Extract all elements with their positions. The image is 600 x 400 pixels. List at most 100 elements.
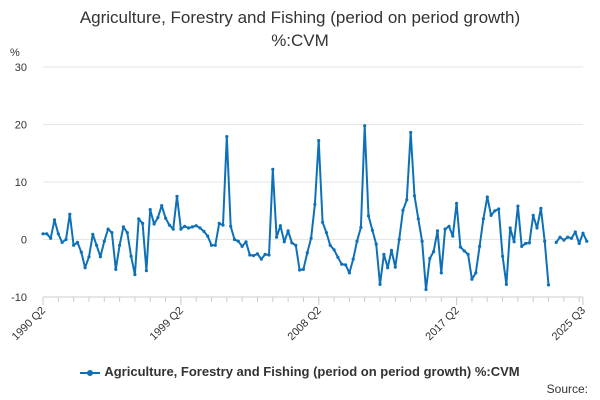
data-point-80[interactable]	[347, 271, 351, 275]
data-point-21[interactable]	[121, 225, 125, 229]
data-point-30[interactable]	[156, 216, 160, 220]
data-point-54[interactable]	[248, 253, 252, 257]
data-point-14[interactable]	[95, 243, 99, 247]
data-point-125[interactable]	[520, 244, 524, 248]
data-point-7[interactable]	[68, 212, 72, 216]
data-point-45[interactable]	[213, 243, 217, 247]
data-point-107[interactable]	[451, 234, 455, 238]
data-point-24[interactable]	[133, 273, 137, 277]
data-point-44[interactable]	[209, 243, 214, 247]
data-point-17[interactable]	[106, 227, 110, 231]
data-point-9[interactable]	[75, 240, 80, 244]
data-point-53[interactable]	[244, 240, 248, 244]
data-point-76[interactable]	[332, 248, 336, 252]
data-point-49[interactable]	[229, 224, 233, 228]
data-point-29[interactable]	[152, 222, 156, 226]
data-point-27[interactable]	[144, 269, 148, 273]
data-point-64[interactable]	[286, 229, 290, 233]
data-point-82[interactable]	[355, 239, 359, 243]
data-point-42[interactable]	[202, 229, 206, 233]
data-point-46[interactable]	[217, 221, 221, 225]
data-point-134[interactable]	[554, 240, 558, 244]
data-point-25[interactable]	[137, 217, 141, 221]
data-point-63[interactable]	[282, 240, 286, 244]
data-point-34[interactable]	[171, 227, 175, 231]
data-point-77[interactable]	[336, 255, 340, 259]
data-point-91[interactable]	[389, 248, 394, 252]
data-point-39[interactable]	[190, 225, 194, 229]
data-point-88[interactable]	[378, 282, 382, 286]
data-point-50[interactable]	[232, 237, 237, 242]
data-point-102[interactable]	[432, 250, 436, 254]
data-point-127[interactable]	[527, 241, 532, 245]
data-point-69[interactable]	[305, 251, 309, 255]
data-point-72[interactable]	[317, 139, 321, 143]
data-point-41[interactable]	[198, 226, 202, 230]
data-point-70[interactable]	[309, 236, 313, 240]
data-point-26[interactable]	[141, 221, 145, 225]
data-point-113[interactable]	[474, 271, 478, 275]
data-point-108[interactable]	[455, 201, 459, 205]
data-point-5[interactable]	[60, 240, 64, 244]
data-point-28[interactable]	[148, 208, 152, 212]
data-point-57[interactable]	[259, 257, 263, 261]
data-point-95[interactable]	[405, 198, 409, 202]
data-point-94[interactable]	[401, 208, 405, 212]
data-point-114[interactable]	[478, 244, 482, 248]
data-point-22[interactable]	[125, 231, 129, 235]
data-point-118[interactable]	[493, 209, 497, 213]
data-point-86[interactable]	[370, 228, 374, 232]
data-point-36[interactable]	[179, 227, 183, 231]
data-point-106[interactable]	[447, 224, 451, 228]
data-point-55[interactable]	[252, 254, 256, 258]
data-point-61[interactable]	[275, 235, 279, 239]
data-point-65[interactable]	[290, 241, 294, 245]
data-point-96[interactable]	[409, 130, 413, 135]
data-point-99[interactable]	[420, 239, 424, 243]
data-point-12[interactable]	[87, 255, 91, 259]
data-point-68[interactable]	[301, 267, 305, 271]
data-point-3[interactable]	[52, 218, 57, 222]
data-point-83[interactable]	[359, 225, 363, 229]
data-point-10[interactable]	[79, 250, 83, 254]
data-point-11[interactable]	[83, 266, 87, 270]
data-point-117[interactable]	[489, 213, 493, 217]
data-point-47[interactable]	[221, 223, 225, 227]
data-point-51[interactable]	[236, 239, 240, 243]
data-point-98[interactable]	[416, 217, 420, 221]
data-point-109[interactable]	[458, 245, 462, 249]
data-point-124[interactable]	[516, 204, 520, 208]
data-point-119[interactable]	[497, 207, 501, 211]
data-point-33[interactable]	[167, 223, 171, 227]
data-point-128[interactable]	[531, 213, 535, 217]
data-point-130[interactable]	[539, 206, 543, 210]
data-point-120[interactable]	[501, 254, 505, 258]
data-point-110[interactable]	[462, 249, 466, 253]
data-point-71[interactable]	[313, 202, 317, 206]
data-point-92[interactable]	[393, 265, 397, 269]
data-point-138[interactable]	[569, 236, 574, 240]
data-point-67[interactable]	[298, 268, 302, 272]
data-point-60[interactable]	[271, 167, 275, 171]
data-point-2[interactable]	[49, 236, 53, 240]
data-point-16[interactable]	[102, 239, 106, 243]
data-point-8[interactable]	[72, 243, 76, 247]
data-point-15[interactable]	[98, 255, 102, 259]
data-point-135[interactable]	[558, 235, 562, 239]
data-point-13[interactable]	[91, 232, 95, 236]
data-point-0[interactable]	[41, 232, 45, 236]
data-point-74[interactable]	[324, 231, 328, 235]
data-point-66[interactable]	[294, 243, 298, 247]
data-point-104[interactable]	[439, 271, 443, 275]
data-point-90[interactable]	[386, 266, 390, 270]
data-point-79[interactable]	[344, 263, 348, 267]
data-point-84[interactable]	[363, 124, 367, 128]
data-point-140[interactable]	[577, 241, 581, 246]
data-point-87[interactable]	[374, 242, 378, 246]
data-point-40[interactable]	[194, 224, 198, 228]
data-point-38[interactable]	[186, 226, 191, 230]
data-point-101[interactable]	[428, 256, 432, 261]
data-point-73[interactable]	[321, 220, 325, 224]
data-point-93[interactable]	[397, 237, 401, 242]
data-point-48[interactable]	[225, 135, 229, 139]
